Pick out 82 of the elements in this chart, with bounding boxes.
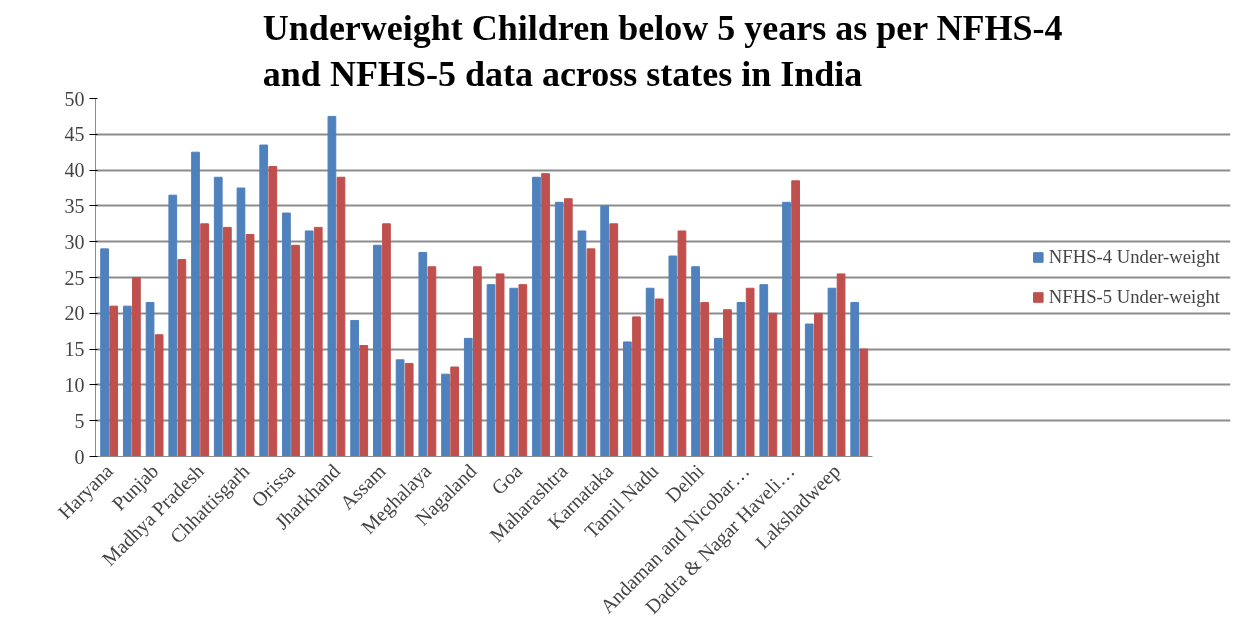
bar [222, 226, 232, 457]
legend-label: NFHS-4 Under-weight [1048, 246, 1220, 268]
bar [418, 251, 428, 457]
bar [554, 201, 564, 457]
bar [395, 359, 405, 457]
bar [282, 212, 291, 457]
bar [109, 305, 119, 457]
bar [486, 284, 496, 457]
bar [304, 230, 314, 457]
bar [736, 302, 746, 457]
bar [259, 144, 269, 457]
bar [168, 194, 178, 457]
bar [691, 266, 700, 457]
bar [509, 287, 519, 457]
legend-label: NFHS-5 Under-weight [1048, 286, 1220, 308]
bar [291, 244, 300, 457]
y-tick-label: 35 [64, 194, 85, 217]
bar [745, 287, 755, 457]
bar [404, 362, 414, 457]
bar [177, 259, 187, 457]
bar [122, 305, 132, 457]
bar [382, 223, 391, 457]
bar [723, 309, 732, 457]
bar [213, 176, 223, 457]
bar [713, 337, 723, 457]
bar [200, 223, 209, 457]
bar [577, 230, 587, 457]
y-tick-label: 0 [74, 445, 85, 468]
bar [313, 226, 323, 457]
bar [473, 266, 482, 457]
bar [327, 115, 337, 457]
bar [645, 287, 655, 457]
bar [850, 302, 860, 457]
y-tick-label: 50 [64, 87, 85, 110]
bar [359, 345, 369, 457]
chart-title: Underweight Children below 5 years as per NFHS-4 and NFHS-5 data across states in India [262, 7, 1063, 94]
bar [532, 176, 541, 457]
bar [600, 205, 610, 457]
bar [759, 284, 769, 457]
y-tick-label: 5 [74, 409, 85, 432]
bar [518, 284, 528, 457]
bar [677, 230, 687, 457]
bar [668, 255, 678, 457]
bar [191, 151, 200, 457]
bar [623, 341, 632, 457]
bar [495, 273, 505, 457]
bar [245, 234, 255, 457]
bar [804, 323, 814, 457]
bar [782, 201, 791, 457]
bar [100, 248, 109, 457]
bar [441, 373, 450, 457]
bar [654, 298, 664, 457]
bar [450, 366, 460, 457]
bar [609, 223, 619, 457]
y-tick-label: 20 [64, 302, 85, 325]
bar [541, 173, 550, 457]
bar [336, 176, 346, 457]
bar [154, 334, 164, 457]
bar [700, 302, 710, 457]
bar [145, 302, 155, 457]
bar [268, 166, 278, 457]
bar [827, 287, 837, 457]
y-tick-label: 10 [64, 373, 85, 396]
bar [859, 348, 869, 457]
bar [463, 337, 473, 457]
bar [236, 187, 246, 457]
y-tick-label: 40 [64, 159, 85, 182]
bar [632, 316, 641, 457]
y-tick-label: 30 [64, 230, 85, 253]
bar [836, 273, 846, 457]
bar [563, 198, 573, 457]
bar [132, 277, 141, 457]
y-tick-label: 45 [64, 123, 85, 146]
bar [791, 180, 800, 457]
bar [350, 319, 359, 457]
bar [586, 248, 596, 457]
bar [813, 312, 823, 457]
y-tick-label: 15 [64, 338, 85, 361]
bar [427, 266, 437, 457]
bar [768, 312, 778, 457]
bar [373, 244, 382, 457]
y-tick-label: 25 [64, 266, 85, 289]
